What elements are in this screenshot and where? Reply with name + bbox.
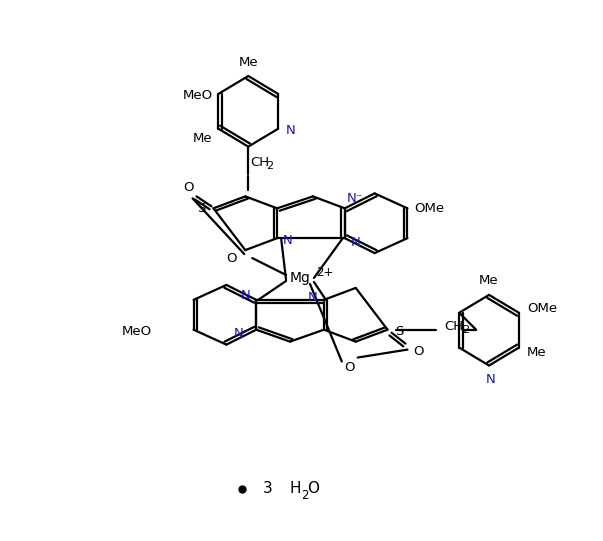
Text: O: O xyxy=(344,361,355,374)
Text: 2: 2 xyxy=(266,161,273,170)
Text: N: N xyxy=(308,292,318,305)
Text: N: N xyxy=(241,289,250,302)
Text: CH: CH xyxy=(444,320,463,333)
Text: CH: CH xyxy=(250,156,270,169)
Text: N: N xyxy=(351,236,361,249)
Text: N: N xyxy=(486,373,496,386)
Text: Me: Me xyxy=(479,274,499,287)
Text: 2+: 2+ xyxy=(316,267,333,280)
Text: N⁻: N⁻ xyxy=(347,192,364,205)
Text: O: O xyxy=(226,252,236,265)
Text: N: N xyxy=(286,124,296,137)
Text: Mg: Mg xyxy=(289,271,311,285)
Text: N: N xyxy=(283,234,293,247)
Text: 2: 2 xyxy=(302,490,309,503)
Text: Me: Me xyxy=(238,56,258,69)
Text: O: O xyxy=(307,481,319,497)
Text: 3: 3 xyxy=(264,481,273,497)
Text: H: H xyxy=(289,481,301,497)
Text: O: O xyxy=(183,181,194,194)
Text: OMe: OMe xyxy=(414,202,444,215)
Text: S: S xyxy=(396,325,404,338)
Text: MeO: MeO xyxy=(182,89,212,102)
Text: O: O xyxy=(414,345,424,358)
Text: 2: 2 xyxy=(462,325,469,335)
Text: N⁻: N⁻ xyxy=(233,327,250,340)
Text: OMe: OMe xyxy=(527,302,557,315)
Text: S: S xyxy=(197,202,206,215)
Text: MeO: MeO xyxy=(122,325,152,338)
Text: Me: Me xyxy=(193,132,212,145)
Text: Me: Me xyxy=(527,346,546,359)
